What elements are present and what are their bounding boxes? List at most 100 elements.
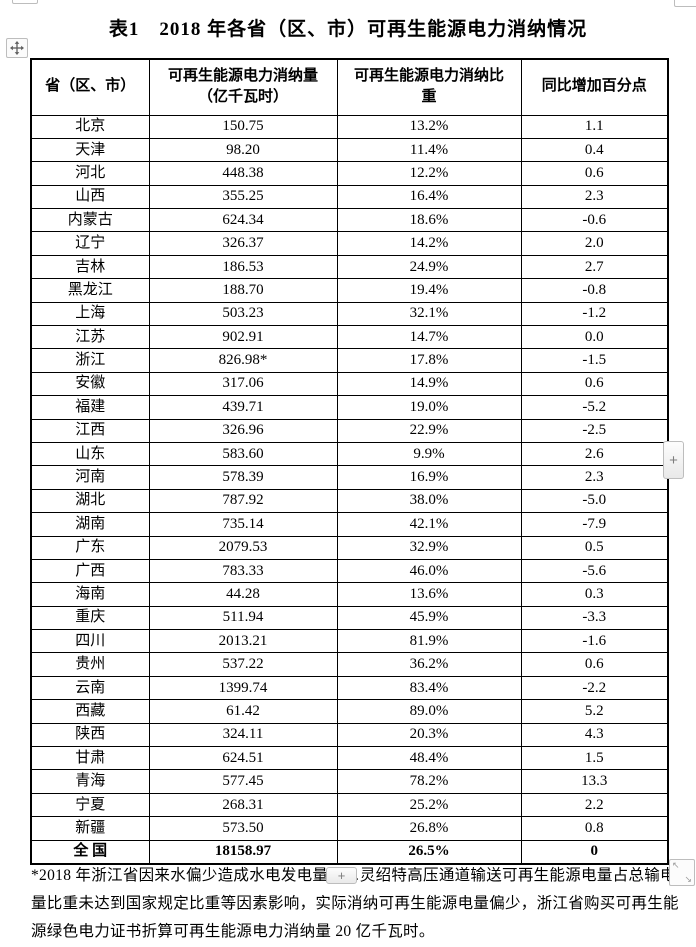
province-cell: 全 国 (30, 839, 150, 865)
consumption-cell: 511.94 (148, 605, 338, 631)
yoy-cell: 2.2 (520, 792, 669, 818)
cropped-control-box-top-right (674, 0, 696, 7)
yoy-cell: 0.6 (520, 371, 669, 397)
yoy-cell: -0.8 (520, 278, 669, 303)
table-row-total: 全 国 18158.97 26.5% 0 (30, 839, 669, 865)
header-province: 省（区、市） (30, 58, 150, 116)
share-cell: 19.4% (336, 278, 522, 303)
share-cell: 11.4% (336, 137, 522, 163)
province-cell: 新疆 (30, 816, 150, 841)
header-yoy-change: 同比增加百分点 (520, 58, 669, 116)
share-cell: 32.1% (336, 301, 522, 327)
table-row: 广东 2079.53 32.9% 0.5 (30, 535, 669, 560)
consumption-cell: 826.98* (148, 348, 338, 373)
province-cell: 山东 (30, 441, 150, 467)
consumption-cell: 583.60 (148, 441, 338, 467)
province-cell: 青海 (30, 769, 150, 794)
yoy-cell: 2.3 (520, 465, 669, 490)
resize-arrow-nw-icon: ↖ (672, 860, 680, 870)
yoy-cell: -1.6 (520, 629, 669, 654)
yoy-cell: 0.6 (520, 161, 669, 186)
share-cell: 81.9% (336, 629, 522, 654)
consumption-cell: 186.53 (148, 254, 338, 280)
share-cell: 24.9% (336, 254, 522, 280)
province-cell: 北京 (30, 114, 150, 139)
table-row: 江西 326.96 22.9% -2.5 (30, 418, 669, 443)
table-row: 浙江 826.98* 17.8% -1.5 (30, 348, 669, 373)
share-cell: 16.4% (336, 184, 522, 210)
table-row: 山西 355.25 16.4% 2.3 (30, 184, 669, 210)
consumption-cell: 355.25 (148, 184, 338, 210)
table-row: 湖北 787.92 38.0% -5.0 (30, 488, 669, 514)
yoy-cell: 0.0 (520, 325, 669, 350)
yoy-cell: -0.6 (520, 208, 669, 233)
province-cell: 山西 (30, 184, 150, 210)
share-cell: 18.6% (336, 208, 522, 233)
renewable-consumption-table: 省（区、市） 可再生能源电力消纳量 （亿千瓦时） 可再生能源电力消纳比 重 同比… (30, 58, 669, 865)
yoy-cell: -2.2 (520, 675, 669, 701)
province-cell: 重庆 (30, 605, 150, 631)
province-cell: 湖南 (30, 512, 150, 537)
province-cell: 福建 (30, 395, 150, 420)
yoy-cell: -5.6 (520, 558, 669, 584)
table-row: 重庆 511.94 45.9% -3.3 (30, 605, 669, 631)
consumption-cell: 268.31 (148, 792, 338, 818)
yoy-cell: -1.2 (520, 301, 669, 327)
table-row: 福建 439.71 19.0% -5.2 (30, 395, 669, 420)
plus-button-footnote[interactable]: + (326, 867, 357, 884)
consumption-cell: 188.70 (148, 278, 338, 303)
table-row: 湖南 735.14 42.1% -7.9 (30, 512, 669, 537)
yoy-cell: -5.0 (520, 488, 669, 514)
table-move-handle[interactable] (6, 38, 28, 58)
share-cell: 14.7% (336, 325, 522, 350)
share-cell: 78.2% (336, 769, 522, 794)
province-cell: 海南 (30, 582, 150, 607)
yoy-cell: -1.5 (520, 348, 669, 373)
consumption-cell: 2079.53 (148, 535, 338, 560)
province-cell: 贵州 (30, 652, 150, 677)
table-row: 上海 503.23 32.1% -1.2 (30, 301, 669, 327)
consumption-cell: 439.71 (148, 395, 338, 420)
yoy-cell: 0 (520, 839, 669, 865)
consumption-cell: 317.06 (148, 371, 338, 397)
share-cell: 38.0% (336, 488, 522, 514)
consumption-cell: 326.96 (148, 418, 338, 443)
table-resize-handle[interactable]: ↖ ↘ (669, 859, 695, 886)
consumption-cell: 326.37 (148, 231, 338, 256)
consumption-cell: 18158.97 (148, 839, 338, 865)
yoy-cell: -7.9 (520, 512, 669, 537)
yoy-cell: -5.2 (520, 395, 669, 420)
table-title: 表1 2018 年各省（区、市）可再生能源电力消纳情况 (108, 19, 588, 40)
table-row: 海南 44.28 13.6% 0.3 (30, 582, 669, 607)
province-cell: 吉林 (30, 254, 150, 280)
share-cell: 83.4% (336, 675, 522, 701)
consumption-cell: 44.28 (148, 582, 338, 607)
consumption-cell: 503.23 (148, 301, 338, 327)
share-cell: 12.2% (336, 161, 522, 186)
yoy-cell: 1.5 (520, 746, 669, 771)
province-cell: 江西 (30, 418, 150, 443)
yoy-cell: 2.7 (520, 254, 669, 280)
header-row: 省（区、市） 可再生能源电力消纳量 （亿千瓦时） 可再生能源电力消纳比 重 同比… (30, 58, 669, 116)
province-cell: 河南 (30, 465, 150, 490)
table-row: 江苏 902.91 14.7% 0.0 (30, 325, 669, 350)
table-row: 西藏 61.42 89.0% 5.2 (30, 699, 669, 724)
table-row: 辽宁 326.37 14.2% 2.0 (30, 231, 669, 256)
table-row: 甘肃 624.51 48.4% 1.5 (30, 746, 669, 771)
province-cell: 河北 (30, 161, 150, 186)
share-cell: 13.2% (336, 114, 522, 139)
share-cell: 32.9% (336, 535, 522, 560)
table-row: 天津 98.20 11.4% 0.4 (30, 137, 669, 163)
yoy-cell: 0.5 (520, 535, 669, 560)
consumption-cell: 624.51 (148, 746, 338, 771)
table-row: 黑龙江 188.70 19.4% -0.8 (30, 278, 669, 303)
share-cell: 89.0% (336, 699, 522, 724)
province-cell: 宁夏 (30, 792, 150, 818)
yoy-cell: 5.2 (520, 699, 669, 724)
plus-button-right[interactable]: + (663, 441, 684, 479)
consumption-cell: 578.39 (148, 465, 338, 490)
province-cell: 湖北 (30, 488, 150, 514)
consumption-cell: 787.92 (148, 488, 338, 514)
consumption-cell: 537.22 (148, 652, 338, 677)
move-cross-icon (10, 41, 24, 55)
